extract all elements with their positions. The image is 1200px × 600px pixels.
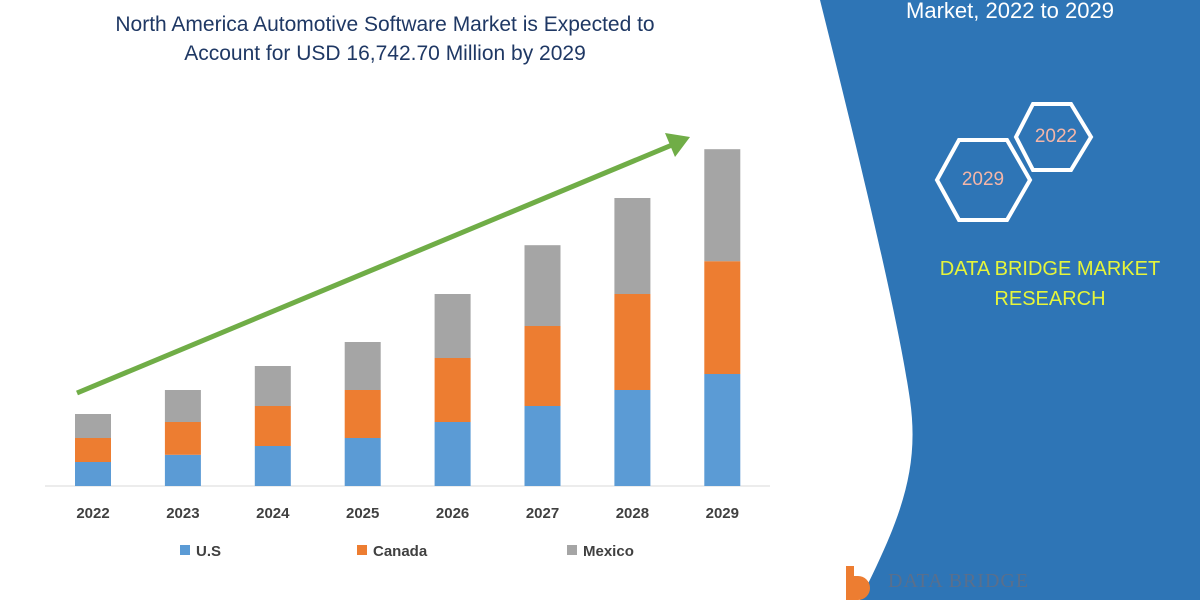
bar-canada-2024 xyxy=(254,406,291,446)
brand-line-2: RESEARCH xyxy=(994,288,1106,310)
hexagon-2029 xyxy=(934,138,1033,222)
bar-us-2025 xyxy=(344,438,381,486)
bar-mexico-2023 xyxy=(164,390,201,422)
legend-swatch xyxy=(180,545,190,555)
bar-us-2026 xyxy=(434,422,471,486)
hexagon-2022 xyxy=(1013,102,1094,172)
bar-us-2029 xyxy=(704,374,741,486)
title-line-1: North America Automotive Software Market… xyxy=(115,13,655,36)
bar-canada-2027 xyxy=(524,326,561,406)
bar-mexico-2026 xyxy=(434,294,471,358)
bar-us-2028 xyxy=(614,390,651,486)
legend-label: U.S xyxy=(196,543,221,560)
legend-swatch xyxy=(357,545,367,555)
panel-subtitle: Market, 2022 to 2029 xyxy=(906,0,1114,23)
trend-arrowhead xyxy=(665,133,690,157)
bar-canada-2026 xyxy=(434,358,471,422)
brand-text: DATA BRIDGE MARKET RESEARCH xyxy=(900,254,1200,314)
bar-canada-2022 xyxy=(75,438,111,462)
bar-canada-2025 xyxy=(344,390,381,438)
bar-canada-2028 xyxy=(614,294,651,390)
bar-us-2024 xyxy=(254,446,291,486)
x-tick-label: 2029 xyxy=(706,505,739,522)
logo-text: DATA BRIDGE xyxy=(888,570,1030,592)
chart-title: North America Automotive Software Market… xyxy=(40,10,730,68)
trend-arrow xyxy=(76,142,673,396)
bar-canada-2023 xyxy=(164,422,201,455)
x-tick-label: 2025 xyxy=(346,505,379,522)
side-panel xyxy=(820,0,1200,600)
bar-mexico-2025 xyxy=(344,342,381,390)
legend-label: Mexico xyxy=(583,543,634,560)
x-tick-label: 2027 xyxy=(526,505,559,522)
bar-mexico-2029 xyxy=(704,149,741,262)
x-tick-label: 2022 xyxy=(76,505,109,522)
hex-label-2029: 2029 xyxy=(961,169,1005,190)
legend-swatch xyxy=(567,545,577,555)
bar-us-2022 xyxy=(75,462,111,486)
bar-us-2023 xyxy=(164,454,201,486)
title-line-2: Account for USD 16,742.70 Million by 202… xyxy=(184,42,586,65)
x-tick-label: 2026 xyxy=(436,505,469,522)
bar-mexico-2028 xyxy=(614,198,651,294)
legend-label: Canada xyxy=(373,543,428,560)
bar-canada-2029 xyxy=(704,261,741,374)
bar-mexico-2022 xyxy=(75,414,111,438)
logo-icon xyxy=(846,566,870,600)
bar-us-2027 xyxy=(524,406,561,486)
x-tick-label: 2024 xyxy=(256,505,290,522)
hex-label-2022: 2022 xyxy=(1034,126,1078,147)
x-tick-label: 2023 xyxy=(166,505,199,522)
x-tick-label: 2028 xyxy=(616,505,649,522)
brand-line-1: DATA BRIDGE MARKET xyxy=(939,258,1161,280)
bar-mexico-2024 xyxy=(254,366,291,406)
bar-mexico-2027 xyxy=(524,245,561,326)
